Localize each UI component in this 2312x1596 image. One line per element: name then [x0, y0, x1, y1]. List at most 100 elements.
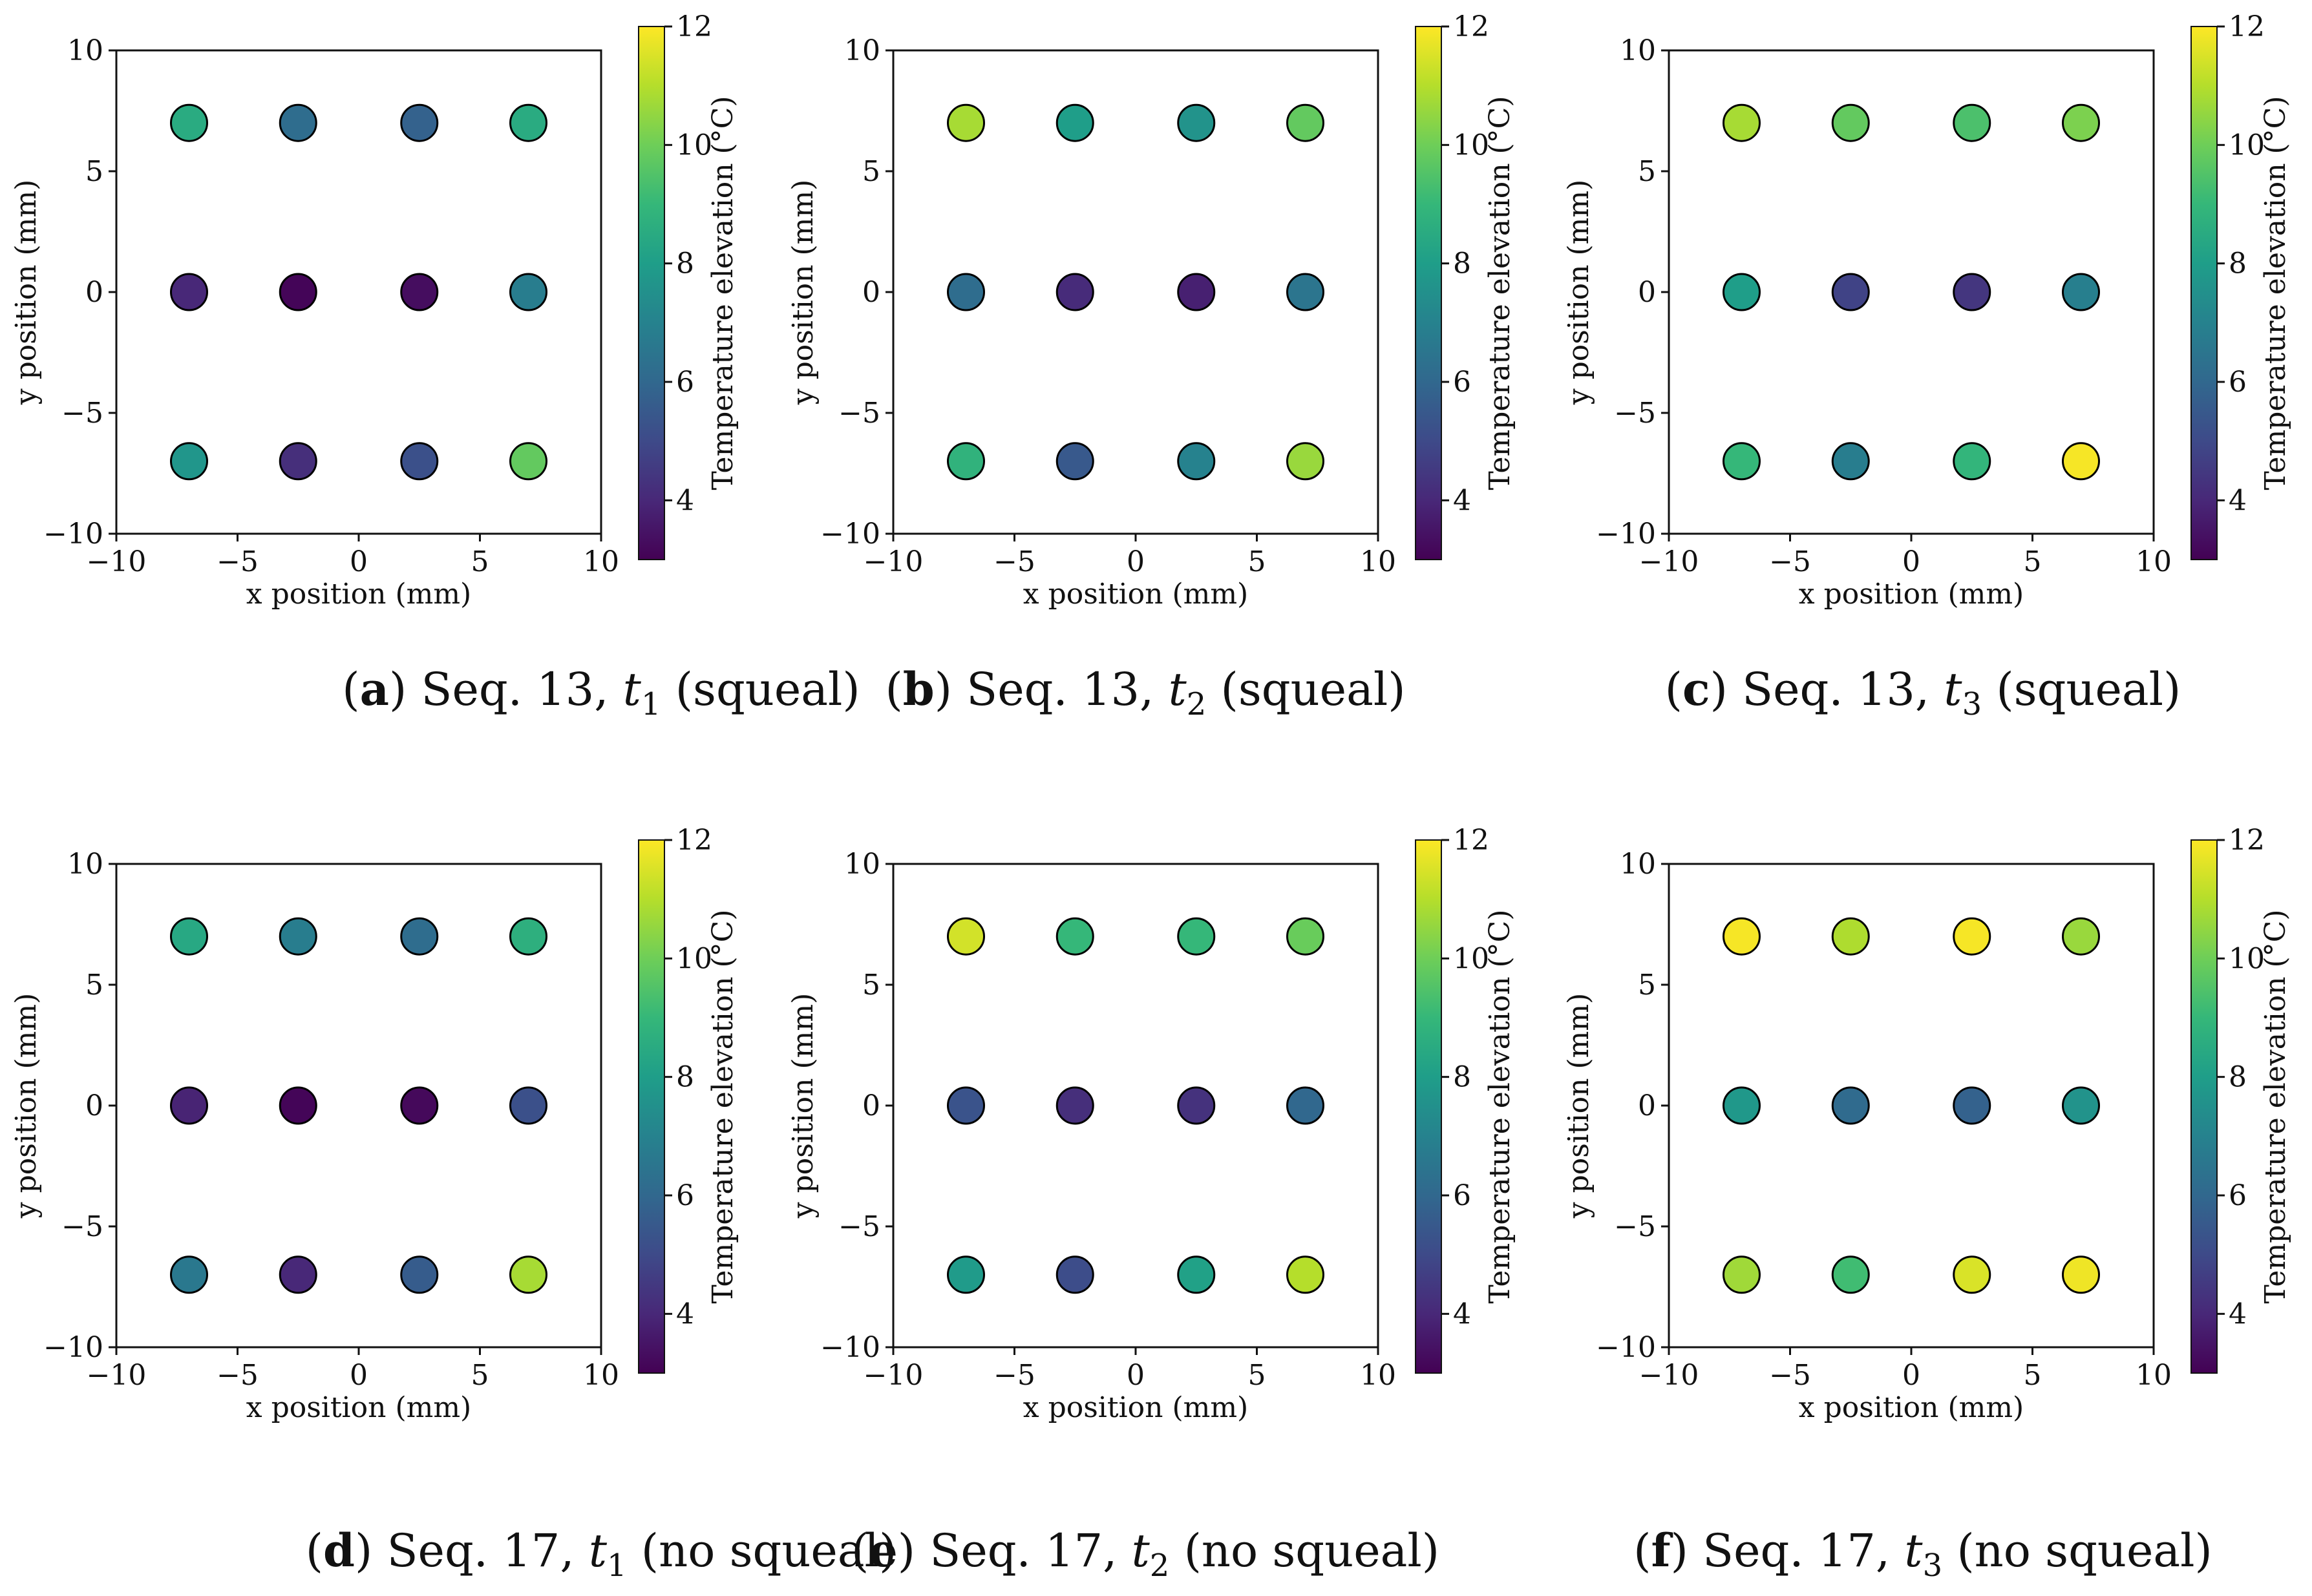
data-point [1723, 103, 1761, 142]
panel-e: −10 −5 0 5 10 −10 −5 0 5 10 x position (mm) y posit… [787, 824, 1516, 1424]
colorbar-tick-label: 4 [676, 484, 694, 517]
data-point [1055, 917, 1094, 956]
panel-a: −10 −5 0 5 10 −10 −5 0 5 10 x position (mm) y posit… [10, 10, 739, 611]
colorbar-tick-label: 12 [676, 10, 712, 43]
colorbar-tick-label: 12 [1453, 824, 1489, 857]
data-point [509, 103, 547, 142]
colorbar-tick-label: 12 [2229, 10, 2265, 43]
y-tick-label: 5 [1638, 969, 1656, 1002]
data-point [509, 1086, 547, 1125]
y-tick-label: 5 [862, 969, 880, 1002]
data-point [1831, 1255, 1870, 1294]
x-tick-label: 0 [1902, 545, 1920, 578]
caption-e: (e) Seq. 17, t2 (no squeal) [851, 1524, 1440, 1584]
colorbar-tick-label: 10 [676, 942, 712, 975]
y-tick-label: −10 [1596, 518, 1656, 551]
x-axis-label: x position (mm) [1799, 1391, 2024, 1424]
data-point [1286, 1086, 1324, 1125]
data-point [400, 1255, 439, 1294]
y-axis-label: y position (mm) [10, 180, 43, 406]
data-point [1831, 273, 1870, 311]
data-point [1055, 442, 1094, 481]
x-axis-label: x position (mm) [246, 578, 471, 611]
x-tick-label: 10 [1360, 545, 1396, 578]
data-point [509, 273, 547, 311]
y-tick-label: −5 [61, 397, 103, 430]
y-tick-label: 0 [85, 1089, 103, 1122]
data-point [1055, 1086, 1094, 1125]
y-tick-label: −5 [838, 1210, 880, 1243]
data-point [947, 1086, 985, 1125]
x-tick-label: 5 [2024, 545, 2042, 578]
colorbar-tick-label: 6 [676, 1179, 694, 1212]
y-tick-label: 5 [862, 155, 880, 188]
colorbar-tick-label: 8 [676, 247, 694, 280]
x-tick-label: −5 [217, 545, 259, 578]
data-point [947, 917, 985, 956]
x-tick-label: 5 [1248, 545, 1266, 578]
data-point [947, 442, 985, 481]
colorbar [1415, 839, 1442, 1374]
data-point [1055, 273, 1094, 311]
x-tick-label: 10 [2136, 1359, 2172, 1392]
caption-b: (b) Seq. 13, t2 (squeal) [885, 662, 1406, 722]
data-point [1953, 103, 1991, 142]
x-axis-label: x position (mm) [246, 1391, 471, 1424]
colorbar-tick-label: 4 [2229, 1297, 2247, 1330]
y-tick-label: 10 [844, 34, 880, 67]
colorbar-tick-label: 10 [2229, 942, 2265, 975]
panel-b: −10 −5 0 5 10 −10 −5 0 5 10 x position (mm) y posit… [787, 10, 1516, 611]
colorbar-tick-label: 8 [2229, 247, 2247, 280]
data-point [1177, 273, 1216, 311]
data-point [1953, 1086, 1991, 1125]
data-point [1831, 917, 1870, 956]
data-point [1177, 442, 1216, 481]
data-point [400, 103, 439, 142]
data-point [509, 442, 547, 481]
data-point [1953, 273, 1991, 311]
data-point [1723, 917, 1761, 956]
y-tick-label: 0 [1638, 1089, 1656, 1122]
data-point [509, 917, 547, 956]
data-point [1953, 442, 1991, 481]
data-point [170, 442, 208, 481]
x-tick-label: 5 [471, 545, 489, 578]
data-point [947, 273, 985, 311]
x-tick-label: −10 [87, 1359, 147, 1392]
data-point [279, 1255, 317, 1294]
y-tick-label: −5 [61, 1210, 103, 1243]
colorbar-tick-label: 6 [676, 366, 694, 399]
panel-c: −10 −5 0 5 10 −10 −5 0 5 10 x position (mm) y posit… [1562, 10, 2292, 611]
y-tick-label: −10 [820, 518, 880, 551]
data-point [170, 1086, 208, 1125]
colorbar-tick-label: 12 [2229, 824, 2265, 857]
x-axis-label: x position (mm) [1023, 1391, 1248, 1424]
data-point [279, 1086, 317, 1125]
y-tick-label: 10 [67, 34, 103, 67]
colorbar-label: Temperature elevation (°C) [1483, 96, 1516, 490]
y-tick-label: −5 [1614, 397, 1656, 430]
x-tick-label: −5 [993, 545, 1035, 578]
data-point [170, 917, 208, 956]
data-point [170, 103, 208, 142]
data-point [279, 442, 317, 481]
colorbar-label: Temperature elevation (°C) [706, 96, 739, 490]
data-point [1723, 1255, 1761, 1294]
colorbar-label: Temperature elevation (°C) [706, 909, 739, 1303]
data-point [170, 273, 208, 311]
x-tick-label: 10 [2136, 545, 2172, 578]
data-point [1286, 1255, 1324, 1294]
y-tick-label: 5 [1638, 155, 1656, 188]
colorbar-tick-label: 4 [1453, 1297, 1471, 1330]
x-tick-label: −10 [87, 545, 147, 578]
data-point [1286, 103, 1324, 142]
y-tick-label: 10 [844, 848, 880, 881]
data-point [400, 442, 439, 481]
colorbar-tick-label: 10 [2229, 129, 2265, 162]
colorbar-tick-label: 8 [1453, 247, 1471, 280]
x-tick-label: −10 [1639, 1359, 1699, 1392]
data-point [400, 273, 439, 311]
x-tick-label: 0 [1902, 1359, 1920, 1392]
